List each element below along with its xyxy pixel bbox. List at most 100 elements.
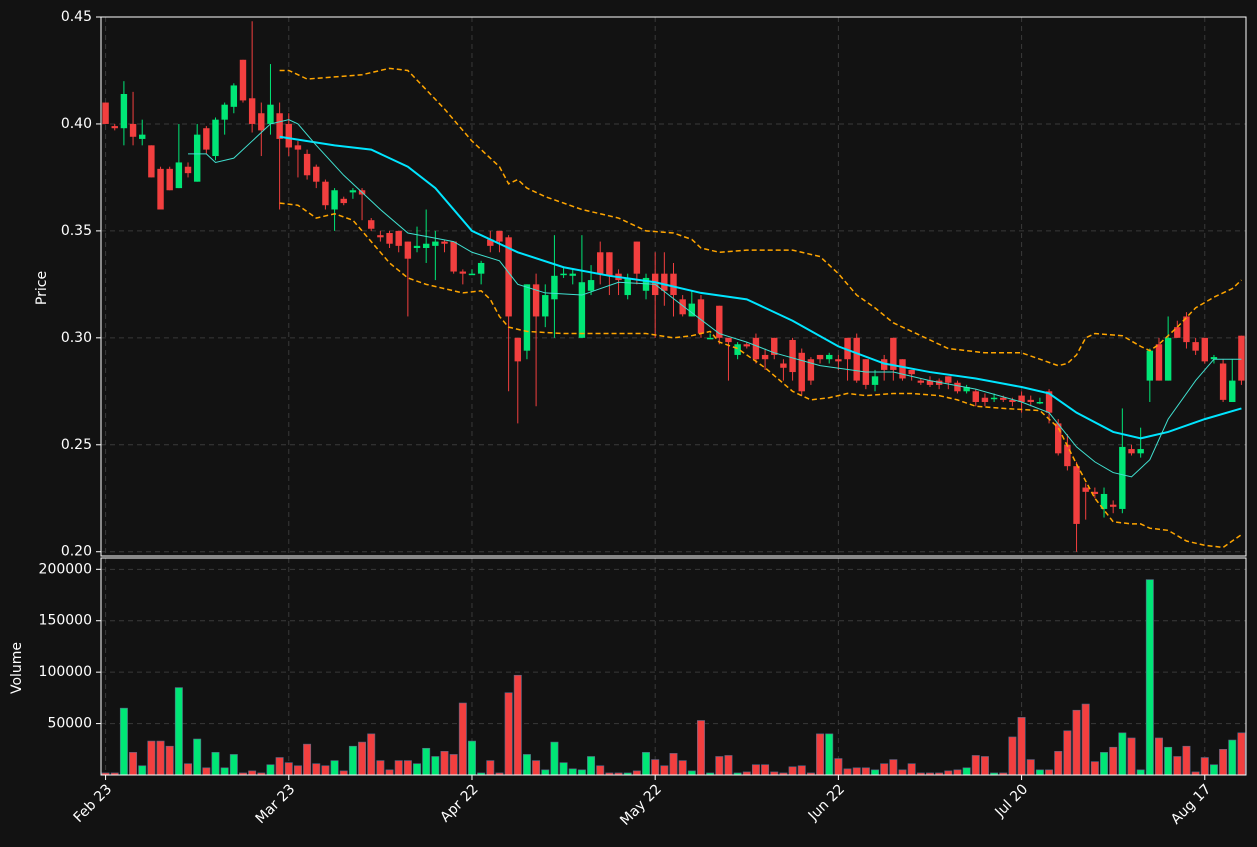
- volume-bar: [596, 765, 605, 776]
- volume-bar: [119, 707, 128, 776]
- volume-bar: [1072, 709, 1081, 776]
- candle-body: [1183, 316, 1190, 343]
- volume-bar: [687, 770, 696, 776]
- candle-body: [1100, 493, 1108, 509]
- candle-body: [642, 277, 650, 291]
- candle-body: [1219, 363, 1227, 400]
- candle-body: [963, 387, 970, 392]
- volume-bar: [293, 765, 302, 776]
- candle-body: [1201, 337, 1208, 362]
- volume-tick-label: 200000: [39, 561, 92, 577]
- price-frame: [100, 16, 1247, 557]
- candle-body: [606, 252, 613, 276]
- candle-body: [303, 153, 311, 176]
- candle-body: [331, 190, 338, 210]
- candle-body: [816, 354, 824, 360]
- candle-body: [477, 262, 485, 274]
- volume-bar: [861, 767, 870, 776]
- volume-bar: [898, 769, 907, 776]
- volume-bar: [468, 740, 476, 776]
- candle-body: [505, 237, 512, 317]
- volume-bar: [980, 756, 989, 776]
- candle-body: [1164, 337, 1172, 381]
- volume-bar: [1164, 746, 1173, 776]
- candle-body: [487, 239, 494, 246]
- candle-body: [459, 271, 467, 274]
- candle-body: [844, 337, 851, 360]
- volume-bar: [248, 770, 257, 776]
- volume-bar: [504, 692, 513, 776]
- volume-bar: [632, 770, 641, 776]
- volume-bar: [715, 756, 724, 776]
- volume-bar: [1127, 737, 1136, 776]
- volume-bar: [1118, 732, 1127, 776]
- volume-bar: [816, 733, 825, 776]
- volume-bar: [660, 765, 669, 776]
- candle-body: [706, 337, 714, 340]
- candle-body: [313, 166, 320, 182]
- candle-body: [972, 391, 979, 402]
- candle-body: [880, 359, 888, 370]
- volume-tick-label: 150000: [39, 613, 92, 629]
- volume-bar: [303, 743, 312, 776]
- candle-body: [111, 126, 118, 129]
- volume-bar: [348, 745, 357, 776]
- candle-body: [789, 339, 796, 373]
- candle-body: [212, 119, 219, 157]
- price-axis-label: Price: [34, 271, 50, 305]
- volume-tick-label: 100000: [39, 664, 92, 680]
- candle-body: [853, 337, 860, 381]
- candle-body: [514, 337, 521, 362]
- volume-bar: [1063, 730, 1072, 776]
- volume-bar: [339, 770, 348, 776]
- candle-body: [1210, 357, 1218, 360]
- candle-body: [139, 134, 146, 139]
- volume-bar: [321, 765, 330, 776]
- volume-bar: [944, 770, 953, 776]
- candle-body: [285, 123, 292, 148]
- candle-body: [322, 181, 329, 206]
- candle-body: [1036, 402, 1044, 404]
- candle-body: [954, 382, 961, 392]
- candle-body: [248, 98, 256, 124]
- volume-bar: [1209, 764, 1218, 776]
- candle-body: [532, 284, 540, 317]
- candle-body: [230, 85, 238, 107]
- candle-body: [688, 303, 696, 317]
- volume-bar: [220, 767, 229, 776]
- overlay-line: [279, 135, 1242, 440]
- volume-frame: [100, 557, 1247, 776]
- candle-body: [743, 344, 750, 347]
- candle-body: [752, 337, 760, 360]
- volume-bar: [193, 738, 202, 776]
- candle-body: [340, 198, 347, 204]
- volume-bar: [724, 755, 733, 776]
- volume-bar: [147, 740, 156, 776]
- candle-body: [1192, 342, 1199, 351]
- volume-bar: [330, 760, 339, 776]
- volume-bar: [513, 674, 522, 776]
- candle-body: [413, 245, 421, 248]
- candle-body: [441, 241, 448, 244]
- candle-body: [102, 102, 109, 124]
- candle-body: [468, 273, 476, 276]
- candle-body: [1027, 399, 1034, 402]
- candle-body: [148, 145, 155, 178]
- volume-bar: [788, 766, 797, 776]
- volume-bar: [211, 752, 220, 776]
- volume-bar: [871, 769, 879, 776]
- volume-bar: [1173, 756, 1182, 776]
- candle-body: [551, 275, 558, 300]
- candle-body: [349, 190, 357, 193]
- volume-bar: [843, 768, 852, 776]
- y-tick-label: 0.45: [61, 9, 92, 25]
- candle-body: [917, 380, 925, 383]
- volume-bar: [1145, 579, 1154, 776]
- volume-bar: [376, 760, 385, 776]
- candle-body: [771, 337, 778, 355]
- candle-body: [899, 359, 906, 379]
- volume-bar: [165, 745, 174, 776]
- volume-bar: [156, 740, 165, 776]
- candle-body: [1146, 350, 1154, 381]
